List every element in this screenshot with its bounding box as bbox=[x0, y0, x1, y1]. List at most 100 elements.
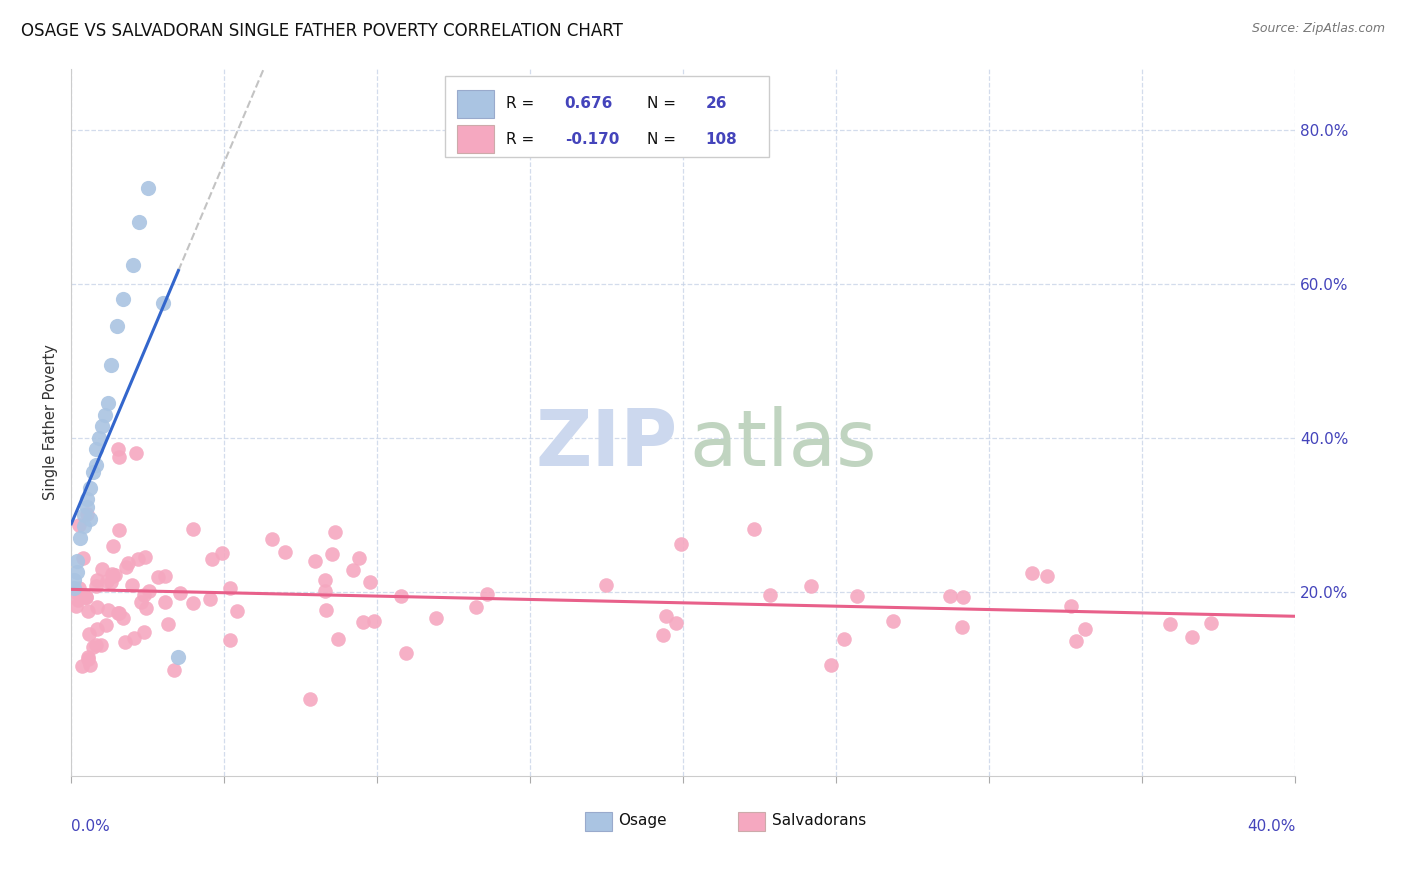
Point bbox=[66, 585, 89, 599]
Point bbox=[148, 569, 170, 583]
Point bbox=[100, 574, 122, 589]
Point bbox=[669, 537, 692, 551]
Point bbox=[84, 458, 107, 472]
Text: 0.0%: 0.0% bbox=[72, 819, 110, 834]
Point bbox=[169, 586, 191, 600]
Point bbox=[105, 319, 128, 334]
Point bbox=[1199, 615, 1222, 630]
Point bbox=[759, 588, 782, 602]
Point bbox=[86, 573, 108, 587]
Bar bbox=[585, 812, 613, 831]
Point bbox=[86, 622, 108, 636]
Point bbox=[655, 609, 678, 624]
Point bbox=[70, 659, 93, 673]
Point bbox=[82, 640, 104, 655]
Point bbox=[122, 631, 145, 645]
Point bbox=[1159, 617, 1181, 632]
Point bbox=[742, 523, 765, 537]
Point bbox=[73, 590, 96, 604]
Point bbox=[938, 589, 960, 603]
Point bbox=[1181, 630, 1204, 644]
Point bbox=[595, 578, 617, 592]
Point bbox=[79, 481, 101, 495]
Text: -0.170: -0.170 bbox=[565, 132, 619, 147]
Text: 108: 108 bbox=[706, 132, 737, 147]
Point bbox=[201, 551, 224, 566]
Point bbox=[321, 547, 343, 561]
Point bbox=[107, 606, 129, 620]
Point bbox=[63, 573, 86, 587]
Point bbox=[846, 589, 869, 603]
Point bbox=[72, 551, 94, 566]
Text: R =: R = bbox=[506, 132, 538, 147]
Point bbox=[315, 602, 337, 616]
Point bbox=[952, 590, 974, 604]
Point bbox=[76, 500, 98, 514]
Text: Source: ZipAtlas.com: Source: ZipAtlas.com bbox=[1251, 22, 1385, 36]
Point bbox=[121, 258, 143, 272]
Point bbox=[75, 591, 97, 605]
Text: ZIP: ZIP bbox=[536, 406, 678, 482]
Point bbox=[153, 568, 176, 582]
Point bbox=[76, 492, 98, 507]
Point bbox=[363, 614, 385, 628]
Point bbox=[132, 624, 155, 639]
Point bbox=[108, 524, 131, 538]
Point bbox=[218, 632, 240, 647]
Point bbox=[425, 610, 447, 624]
Text: 40.0%: 40.0% bbox=[1247, 819, 1295, 834]
Point bbox=[76, 650, 98, 665]
Point bbox=[66, 554, 89, 568]
Point bbox=[342, 563, 364, 577]
Point bbox=[75, 591, 97, 605]
Point bbox=[314, 573, 336, 587]
Point bbox=[1064, 634, 1087, 648]
Point bbox=[79, 511, 101, 525]
Text: OSAGE VS SALVADORAN SINGLE FATHER POVERTY CORRELATION CHART: OSAGE VS SALVADORAN SINGLE FATHER POVERT… bbox=[21, 22, 623, 40]
Point bbox=[90, 639, 112, 653]
Point bbox=[800, 579, 823, 593]
Point bbox=[128, 215, 150, 229]
Bar bbox=[457, 90, 494, 118]
Point bbox=[82, 466, 104, 480]
Point bbox=[262, 532, 284, 546]
Text: atlas: atlas bbox=[689, 406, 877, 482]
Point bbox=[395, 646, 418, 660]
Point bbox=[167, 650, 190, 665]
Point bbox=[465, 600, 488, 615]
Point bbox=[134, 588, 156, 602]
Point bbox=[94, 618, 117, 632]
Point bbox=[1074, 622, 1097, 636]
Point bbox=[76, 507, 98, 521]
Point bbox=[101, 566, 124, 581]
Point bbox=[389, 589, 412, 603]
Bar bbox=[457, 125, 494, 153]
Point bbox=[90, 419, 112, 434]
Point bbox=[274, 545, 297, 559]
Point bbox=[211, 545, 233, 559]
Text: Osage: Osage bbox=[619, 814, 666, 829]
Point bbox=[97, 603, 120, 617]
Point bbox=[72, 519, 94, 533]
Point bbox=[129, 594, 152, 608]
Point bbox=[359, 575, 381, 590]
Point bbox=[314, 583, 336, 598]
Point bbox=[69, 531, 91, 545]
Point bbox=[76, 604, 98, 618]
Point bbox=[84, 579, 107, 593]
Point bbox=[72, 508, 94, 522]
Text: Salvadorans: Salvadorans bbox=[772, 814, 866, 829]
Point bbox=[63, 581, 86, 595]
Point bbox=[153, 595, 176, 609]
Point bbox=[84, 442, 107, 457]
Point bbox=[101, 569, 124, 583]
Point bbox=[349, 550, 371, 565]
Point bbox=[66, 566, 89, 580]
Point bbox=[86, 599, 108, 614]
Point bbox=[134, 549, 156, 564]
Point bbox=[94, 408, 117, 422]
Bar bbox=[738, 812, 765, 831]
Point bbox=[651, 628, 673, 642]
FancyBboxPatch shape bbox=[444, 76, 769, 157]
Point bbox=[100, 358, 122, 372]
